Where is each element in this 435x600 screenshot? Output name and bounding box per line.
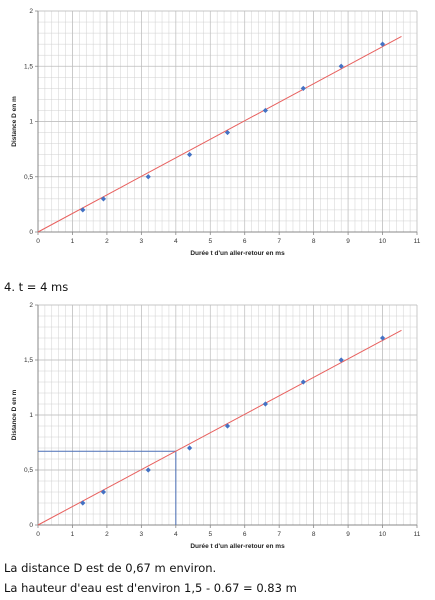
distance-chart-2: 0 1 2 3 4 5 6 7 8 9 10 11 0 0,5 1 1,5 2 Durée t d'un alle… — [0, 300, 430, 555]
data-point — [379, 41, 386, 47]
data-point — [145, 467, 151, 473]
chart-svg: 0 1 2 3 4 5 6 7 8 9 10 11 0 0,5 1 1,5 2 Durée t d'un alle… — [11, 8, 421, 257]
x-tick-label: 4 — [174, 531, 178, 538]
x-tick-label: 9 — [346, 238, 350, 245]
trend-line — [37, 329, 402, 526]
x-tick-label: 0 — [36, 531, 40, 538]
y-tick-label: 0 — [29, 229, 33, 236]
x-tick-label: 11 — [414, 238, 421, 245]
conclusion-line-1: La distance D est de 0,67 m environ. — [4, 561, 217, 575]
x-tick-label: 11 — [414, 531, 421, 538]
x-tick-label: 9 — [346, 531, 350, 538]
grid — [37, 10, 418, 233]
data-point — [80, 207, 86, 213]
trend-line — [37, 35, 402, 233]
data-point — [379, 335, 386, 341]
data-point — [262, 401, 268, 407]
x-tick-label: 1 — [71, 238, 75, 245]
x-tick-label: 8 — [312, 531, 316, 538]
y-tick-label: 0,5 — [24, 174, 33, 181]
x-axis-title: Durée t d'un aller-retour en ms — [190, 543, 285, 550]
data-point — [224, 129, 231, 136]
y-tick-label: 1,5 — [24, 63, 33, 70]
y-tick-label: 0,5 — [24, 467, 33, 474]
data-point — [187, 152, 193, 158]
grid — [37, 304, 418, 526]
x-tick-label: 10 — [379, 531, 387, 538]
data-point — [100, 489, 107, 495]
x-tick-label: 0 — [36, 238, 40, 245]
x-tick-label: 7 — [277, 238, 281, 245]
data-point — [338, 357, 344, 363]
x-tick-label: 6 — [243, 238, 247, 245]
data-point — [300, 85, 306, 91]
x-tick-label: 1 — [71, 531, 75, 538]
x-tick-label: 5 — [208, 238, 212, 245]
data-point — [100, 196, 107, 202]
y-axis-title: Distance D en m — [11, 389, 18, 440]
chart-svg: 0 1 2 3 4 5 6 7 8 9 10 11 0 0,5 1 1,5 2 Durée t d'un alle… — [11, 302, 421, 550]
y-tick-label: 0 — [29, 522, 33, 529]
data-point — [187, 445, 193, 451]
data-point — [262, 107, 268, 114]
data-point — [338, 63, 344, 69]
x-tick-label: 5 — [208, 531, 212, 538]
x-tick-label: 7 — [277, 531, 281, 538]
distance-chart-1: 0 1 2 3 4 5 6 7 8 9 10 11 0 0,5 1 1,5 2 Durée t d'un alle… — [0, 0, 430, 265]
data-point — [145, 174, 151, 180]
y-tick-label: 1 — [29, 412, 33, 419]
conclusion-line-2: La hauteur d'eau est d'environ 1,5 - 0.6… — [4, 581, 297, 595]
y-tick-label: 1,5 — [24, 357, 33, 364]
y-tick-label: 1 — [29, 119, 33, 126]
y-tick-label: 2 — [29, 302, 33, 309]
x-tick-label: 6 — [243, 531, 247, 538]
data-point — [300, 379, 306, 385]
x-tick-label: 10 — [379, 238, 387, 245]
x-tick-label: 2 — [105, 238, 109, 245]
x-tick-label: 3 — [140, 238, 144, 245]
data-point — [80, 500, 86, 506]
data-point — [224, 423, 231, 429]
y-tick-label: 2 — [29, 8, 33, 15]
x-tick-label: 3 — [140, 531, 144, 538]
x-tick-label: 8 — [312, 238, 316, 245]
x-axis-title: Durée t d'un aller-retour en ms — [190, 250, 285, 257]
y-axis-title: Distance D en m — [11, 96, 18, 147]
step-label: 4. t = 4 ms — [4, 280, 69, 294]
x-tick-label: 4 — [174, 238, 178, 245]
x-tick-label: 2 — [105, 531, 109, 538]
